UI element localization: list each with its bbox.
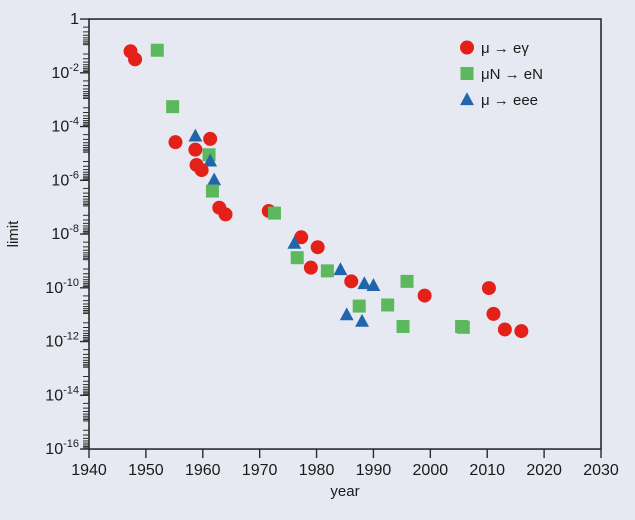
svg-text:1950: 1950	[128, 462, 164, 479]
svg-text:μ → eee: μ → eee	[481, 92, 538, 109]
svg-text:limit: limit	[5, 220, 22, 247]
svg-text:1: 1	[70, 11, 79, 28]
svg-text:μN → eN: μN → eN	[481, 66, 543, 83]
svg-text:1940: 1940	[71, 462, 107, 479]
svg-text:μ → eγ: μ → eγ	[481, 40, 529, 57]
svg-text:2030: 2030	[583, 462, 619, 479]
svg-text:2010: 2010	[469, 462, 505, 479]
svg-text:1960: 1960	[185, 462, 221, 479]
svg-text:2020: 2020	[526, 462, 562, 479]
svg-text:1970: 1970	[242, 462, 278, 479]
svg-text:1980: 1980	[299, 462, 335, 479]
svg-text:year: year	[330, 483, 359, 500]
svg-text:1990: 1990	[356, 462, 392, 479]
svg-text:2000: 2000	[413, 462, 449, 479]
